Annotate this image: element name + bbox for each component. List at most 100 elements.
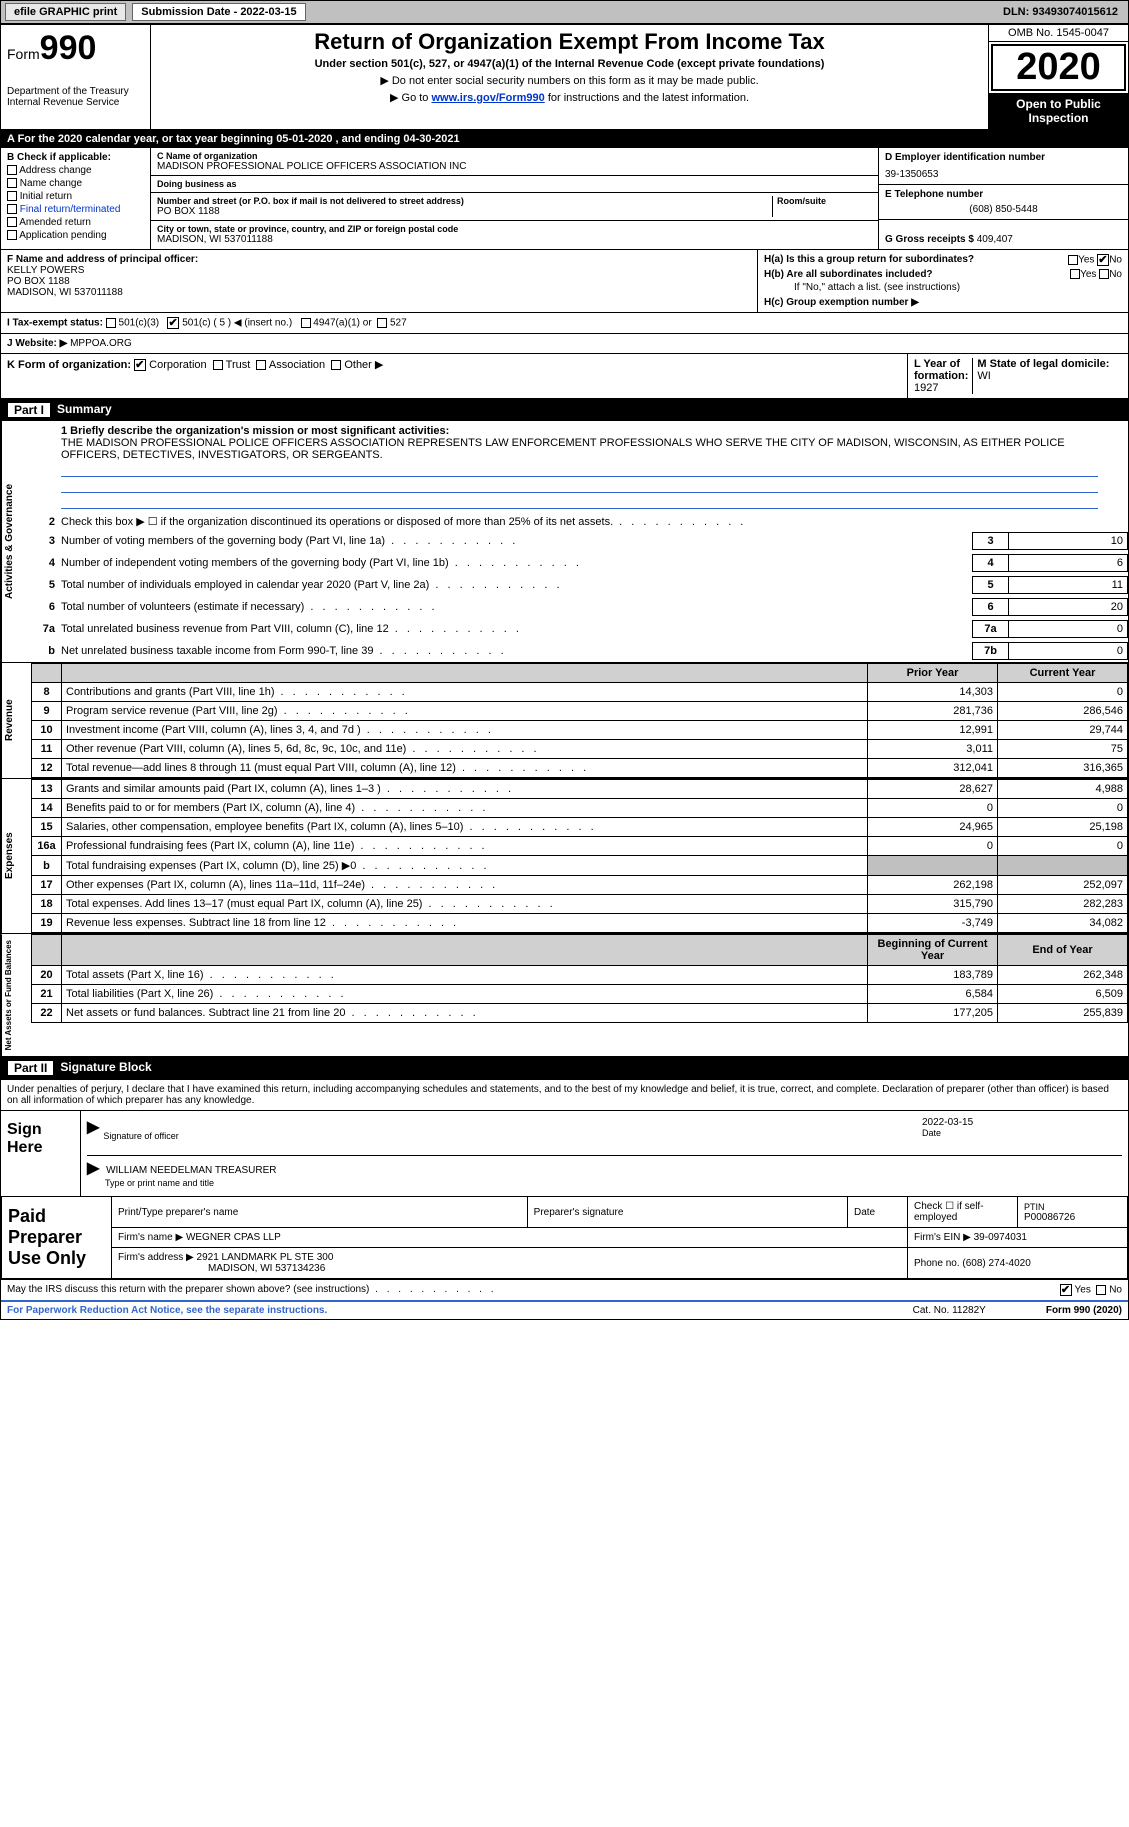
footer-right: Form 990 (2020) (1046, 1305, 1122, 1316)
chk-4947[interactable] (301, 318, 311, 328)
header-right-block: OMB No. 1545-0047 2020 Open to Public In… (988, 25, 1128, 129)
firm-name: WEGNER CPAS LLP (186, 1232, 281, 1243)
chk-501c3[interactable] (106, 318, 116, 328)
firm-city: MADISON, WI 537134236 (118, 1263, 325, 1274)
expenses-table: 13Grants and similar amounts paid (Part … (31, 779, 1128, 933)
form-title: Return of Organization Exempt From Incom… (159, 29, 980, 55)
footer-left: For Paperwork Reduction Act Notice, see … (7, 1305, 327, 1316)
city-label: City or town, state or province, country… (157, 224, 872, 234)
officer-addr1: PO BOX 1188 (7, 276, 751, 287)
may-irs-no[interactable] (1096, 1285, 1106, 1295)
side-expenses: Expenses (1, 779, 31, 933)
table-row: 19Revenue less expenses. Subtract line 1… (32, 914, 1128, 933)
block-b: B Check if applicable: Address change Na… (1, 148, 151, 249)
city-value: MADISON, WI 537011188 (157, 234, 872, 245)
sig-name-sub: Type or print name and title (87, 1178, 1122, 1188)
officer-addr2: MADISON, WI 537011188 (7, 287, 751, 298)
table-row: 22Net assets or fund balances. Subtract … (32, 1004, 1128, 1023)
gov-line: 3Number of voting members of the governi… (31, 530, 1128, 552)
chk-name-change[interactable] (7, 178, 17, 188)
chk-final-return[interactable] (7, 204, 17, 214)
table-row: 21Total liabilities (Part X, line 26)6,5… (32, 985, 1128, 1004)
table-row: 8Contributions and grants (Part VIII, li… (32, 683, 1128, 702)
hc-label: H(c) Group exemption number ▶ (764, 297, 1122, 308)
header-title-block: Return of Organization Exempt From Incom… (151, 25, 988, 129)
room-label: Room/suite (777, 196, 872, 206)
ptin-label: PTIN (1024, 1202, 1121, 1212)
dln-value: DLN: 93493074015612 (1003, 6, 1124, 18)
pt-name-label: Print/Type preparer's name (112, 1197, 528, 1228)
hb-no[interactable] (1099, 269, 1109, 279)
ein-label: D Employer identification number (885, 152, 1122, 163)
sig-date: 2022-03-15 (922, 1117, 1122, 1128)
year-formation: 1927 (914, 382, 938, 394)
website-value: MPPOA.ORG (70, 338, 132, 349)
firm-addr: 2921 LANDMARK PL STE 300 (197, 1252, 334, 1263)
form-container: Form990 Department of the TreasuryIntern… (0, 24, 1129, 1320)
firm-phone: (608) 274-4020 (962, 1258, 1030, 1269)
tax-year: 2020 (991, 44, 1126, 91)
hb-yes[interactable] (1070, 269, 1080, 279)
open-public-badge: Open to Public Inspection (989, 93, 1128, 129)
table-row: 11Other revenue (Part VIII, column (A), … (32, 740, 1128, 759)
form-note2: ▶ Go to www.irs.gov/Form990 for instruct… (159, 91, 980, 104)
form-note1: ▶ Do not enter social security numbers o… (159, 74, 980, 87)
chk-address-change[interactable] (7, 165, 17, 175)
gov-line: 7aTotal unrelated business revenue from … (31, 618, 1128, 640)
officer-name: KELLY POWERS (7, 265, 751, 276)
paid-preparer-label: Paid Preparer Use Only (2, 1197, 112, 1279)
arrow-icon: ▶ (87, 1117, 103, 1141)
chk-trust[interactable] (213, 360, 223, 370)
gov-line: 2Check this box ▶ ☐ if the organization … (31, 513, 1128, 530)
chk-other[interactable] (331, 360, 341, 370)
phone-value: (608) 850-5448 (885, 204, 1122, 215)
sig-date-label: Date (922, 1128, 1122, 1138)
ha-yes[interactable] (1068, 255, 1078, 265)
block-h: H(a) Is this a group return for subordin… (758, 250, 1128, 312)
chk-527[interactable] (377, 318, 387, 328)
side-revenue: Revenue (1, 663, 31, 778)
chk-assoc[interactable] (256, 360, 266, 370)
row-i: I Tax-exempt status: 501(c)(3) 501(c) ( … (1, 313, 1128, 334)
form-word: Form (7, 46, 40, 62)
mission-prompt: 1 Briefly describe the organization's mi… (61, 425, 1098, 437)
addr-value: PO BOX 1188 (157, 206, 772, 217)
chk-corp[interactable] (134, 359, 146, 371)
block-f: F Name and address of principal officer:… (1, 250, 758, 312)
chk-501c[interactable] (167, 317, 179, 329)
form-id-block: Form990 Department of the TreasuryIntern… (1, 25, 151, 129)
chk-amended[interactable] (7, 217, 17, 227)
table-row: 15Salaries, other compensation, employee… (32, 818, 1128, 837)
omb-number: OMB No. 1545-0047 (989, 25, 1128, 42)
table-row: 20Total assets (Part X, line 16)183,7892… (32, 966, 1128, 985)
officer-label: F Name and address of principal officer: (7, 254, 751, 265)
gross-value: 409,407 (977, 234, 1013, 245)
part1-header: Part I Summary (1, 399, 1128, 421)
table-row: 17Other expenses (Part IX, column (A), l… (32, 876, 1128, 895)
efile-button[interactable]: efile GRAPHIC print (5, 3, 126, 21)
ein-value: 39-1350653 (885, 169, 1122, 180)
table-row: 13Grants and similar amounts paid (Part … (32, 780, 1128, 799)
pt-date-label: Date (848, 1197, 908, 1228)
table-row: 10Investment income (Part VIII, column (… (32, 721, 1128, 740)
block-c: C Name of organization MADISON PROFESSIO… (151, 148, 878, 249)
chk-initial-return[interactable] (7, 191, 17, 201)
addr-label: Number and street (or P.O. box if mail i… (157, 196, 772, 206)
org-name-label: C Name of organization (157, 151, 872, 161)
chk-app-pending[interactable] (7, 230, 17, 240)
gov-line: bNet unrelated business taxable income f… (31, 640, 1128, 662)
gov-line: 6Total number of volunteers (estimate if… (31, 596, 1128, 618)
may-irs-yes[interactable] (1060, 1284, 1072, 1296)
irs-link[interactable]: www.irs.gov/Form990 (431, 92, 544, 104)
netassets-table: Beginning of Current YearEnd of Year20To… (31, 934, 1128, 1023)
ha-no[interactable] (1097, 254, 1109, 266)
sig-officer-label: Signature of officer (103, 1131, 922, 1141)
footer-cat: Cat. No. 11282Y (913, 1305, 986, 1316)
sig-declaration: Under penalties of perjury, I declare th… (1, 1080, 1128, 1110)
arrow-icon: ▶ (87, 1160, 103, 1177)
row-j: J Website: ▶ MPPOA.ORG (1, 334, 1128, 354)
tax-period-row: A For the 2020 calendar year, or tax yea… (1, 130, 1128, 148)
gross-label: G Gross receipts $ (885, 234, 974, 245)
ptin-value: P00086726 (1024, 1212, 1121, 1223)
org-name: MADISON PROFESSIONAL POLICE OFFICERS ASS… (157, 161, 872, 172)
